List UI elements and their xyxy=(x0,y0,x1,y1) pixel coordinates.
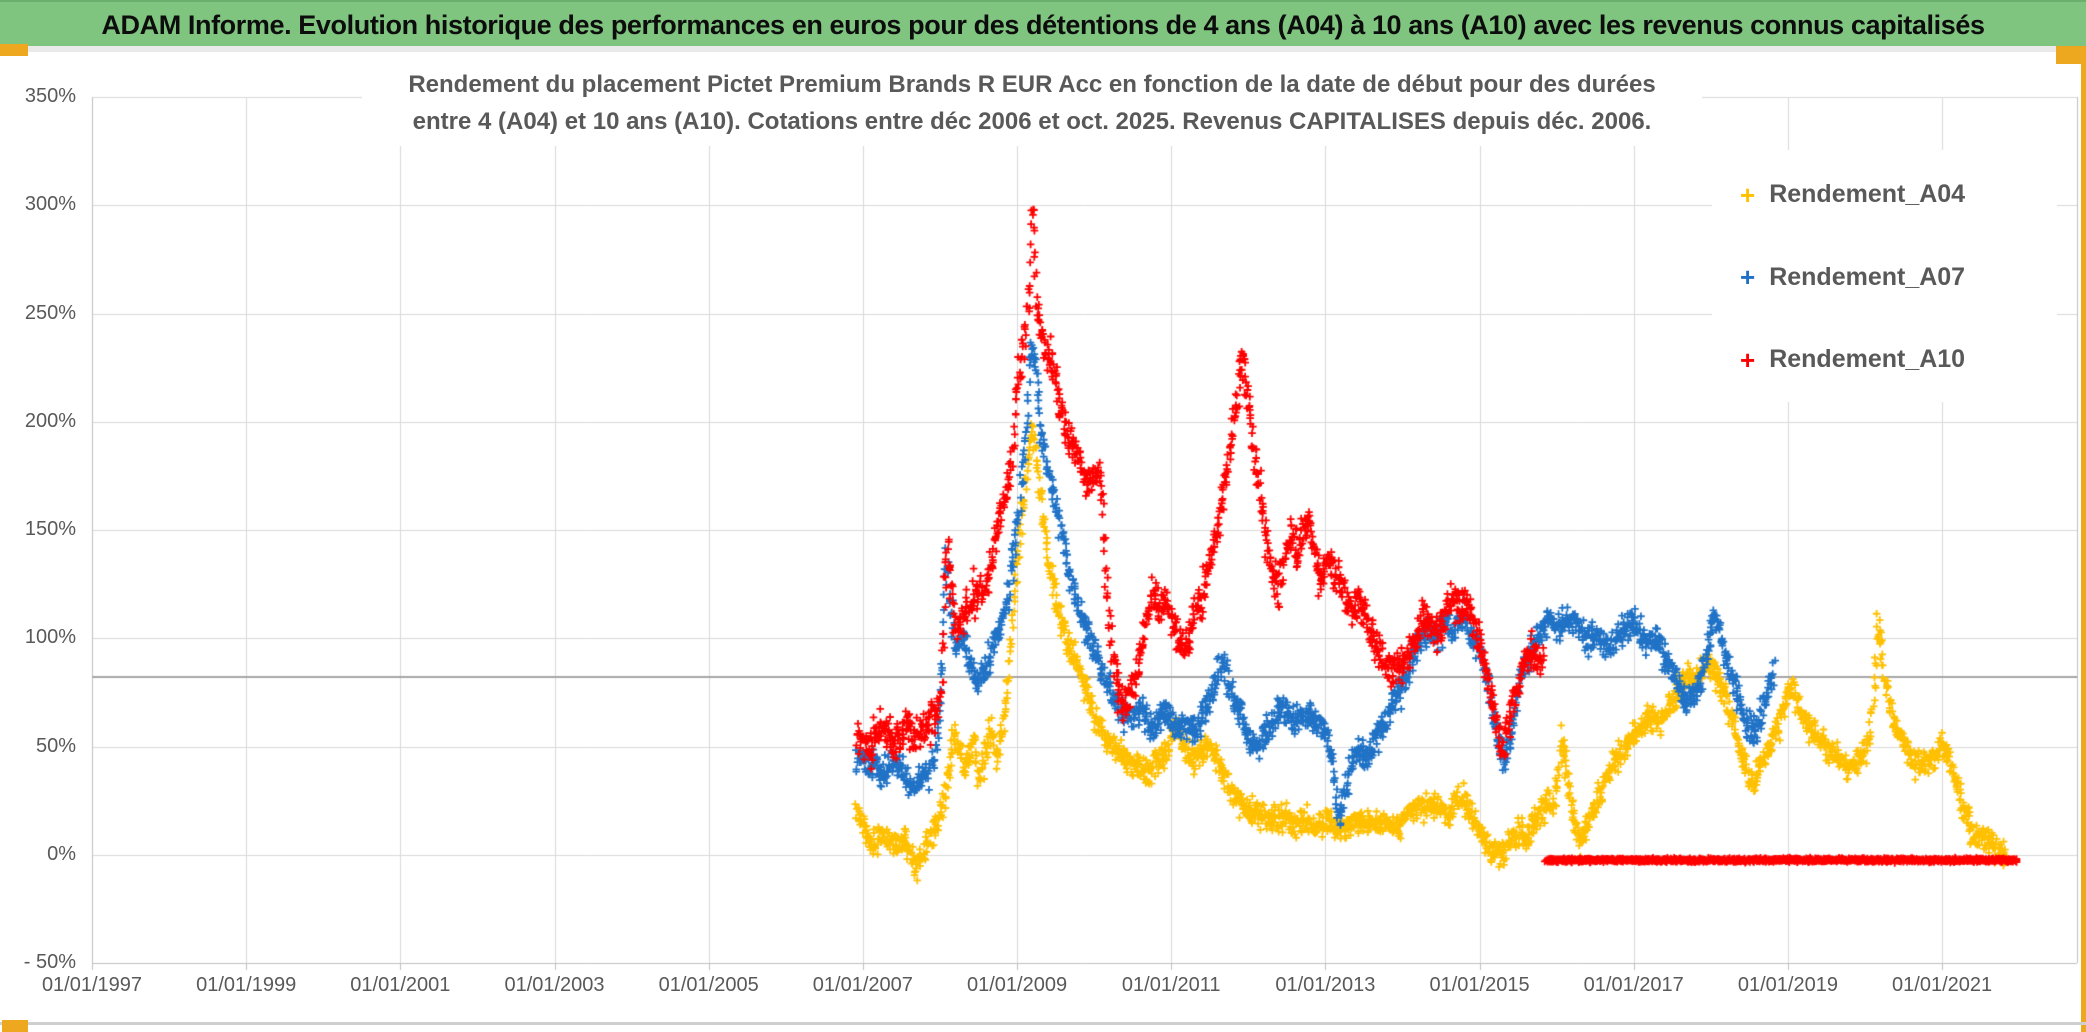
chart-legend: + Rendement_A04 + Rendement_A07 + Rendem… xyxy=(1712,150,2057,402)
x-tick-label: 01/01/2001 xyxy=(350,974,451,996)
y-tick-label: 350% xyxy=(24,85,76,107)
plus-marker-icon: + xyxy=(1740,344,1756,375)
legend-label: Rendement_A04 xyxy=(1769,180,1966,208)
x-tick-label: 01/01/2015 xyxy=(1429,974,1530,996)
legend-item-rendement-a07: + Rendement_A07 xyxy=(1740,263,2057,292)
plus-marker-icon: + xyxy=(1740,262,1756,292)
x-tick-label: 01/01/2017 xyxy=(1583,974,1684,996)
legend-item-rendement-a10: + Rendement_A10 xyxy=(1740,345,2057,374)
chart-title-line2: entre 4 (A04) et 10 ans (A10). Cotations… xyxy=(412,108,1652,135)
y-tick-label: 300% xyxy=(24,193,76,216)
y-tick-label: - 50% xyxy=(23,951,76,973)
chart-title-line1: Rendement du placement Pictet Premium Br… xyxy=(408,71,1656,98)
x-tick-label: 01/01/2013 xyxy=(1275,974,1376,996)
y-tick-label: 200% xyxy=(24,409,76,432)
x-tick-label: 01/01/1997 xyxy=(41,974,143,996)
x-tick-label: 01/01/2005 xyxy=(658,974,759,996)
x-tick-label: 01/01/1999 xyxy=(196,974,297,996)
y-tick-label: 150% xyxy=(24,518,76,540)
x-tick-label: 01/01/2007 xyxy=(812,974,913,996)
x-tick-label: 01/01/2019 xyxy=(1737,974,1838,996)
y-tick-label: 0% xyxy=(47,842,76,865)
legend-label: Rendement_A07 xyxy=(1769,262,1966,291)
y-tick-label: 250% xyxy=(24,301,76,324)
legend-item-rendement-a04: + Rendement_A04 xyxy=(1740,180,2057,209)
y-tick-label: 50% xyxy=(35,734,76,757)
x-tick-label: 01/01/2009 xyxy=(966,974,1068,996)
y-tick-label: 100% xyxy=(24,626,76,649)
x-tick-label: 01/01/2011 xyxy=(1121,974,1221,996)
x-tick-label: 01/01/2003 xyxy=(504,974,605,996)
x-tick-label: 01/01/2021 xyxy=(1892,974,1993,996)
legend-label: Rendement_A10 xyxy=(1769,345,1966,373)
plus-marker-icon: + xyxy=(1740,179,1756,210)
chart-title: Rendement du placement Pictet Premium Br… xyxy=(362,62,1702,146)
